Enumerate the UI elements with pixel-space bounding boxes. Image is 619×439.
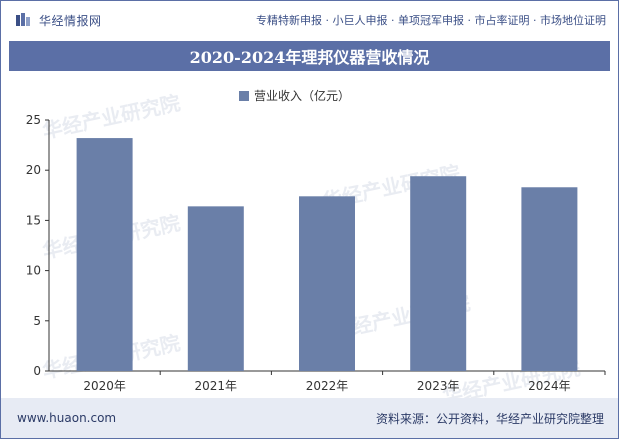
source-note: 资料来源：公开资料，华经产业研究院整理 [375, 411, 604, 426]
y-tick-label: 20 [26, 163, 41, 177]
services-links[interactable]: 专精特新申报 · 小巨人申报 · 单项冠军申报 · 市占率证明 · 市场地位证明 [256, 14, 606, 27]
bar [299, 196, 355, 371]
x-tick-label: 2021年 [195, 379, 238, 393]
bar [76, 138, 133, 371]
x-tick-label: 2020年 [83, 379, 126, 393]
y-tick-label: 5 [33, 314, 41, 328]
x-tick-label: 2024年 [528, 379, 571, 393]
bar [187, 206, 244, 371]
title-bar: 2020-2024年理邦仪器营收情况 [9, 41, 610, 71]
y-tick-label: 15 [26, 213, 41, 227]
brand-name: 华经情报网 [39, 13, 102, 28]
bar-chart: 营业收入（亿元） 0 5 10 15 20 25 2020年 2021年 2022年 2023年 20… [26, 88, 606, 393]
site-link[interactable]: www.huaon.com [17, 411, 117, 425]
bar [410, 176, 467, 371]
bar [521, 187, 578, 371]
footer: www.huaon.com 资料来源：公开资料，华经产业研究院整理 [1, 398, 618, 438]
legend-label: 营业收入（亿元） [254, 88, 350, 103]
legend-swatch [239, 91, 249, 101]
y-tick-label: 0 [33, 364, 41, 378]
chart-title: 2020-2024年理邦仪器营收情况 [189, 48, 430, 67]
y-tick-label: 10 [26, 264, 41, 278]
x-tick-label: 2022年 [306, 379, 349, 393]
top-bar: 华经情报网 专精特新申报 · 小巨人申报 · 单项冠军申报 · 市占率证明 · … [1, 1, 618, 39]
brand[interactable]: 华经情报网 [15, 12, 102, 29]
logo-icon [16, 13, 30, 26]
y-tick-label: 25 [26, 113, 41, 127]
x-tick-label: 2023年 [417, 379, 460, 393]
